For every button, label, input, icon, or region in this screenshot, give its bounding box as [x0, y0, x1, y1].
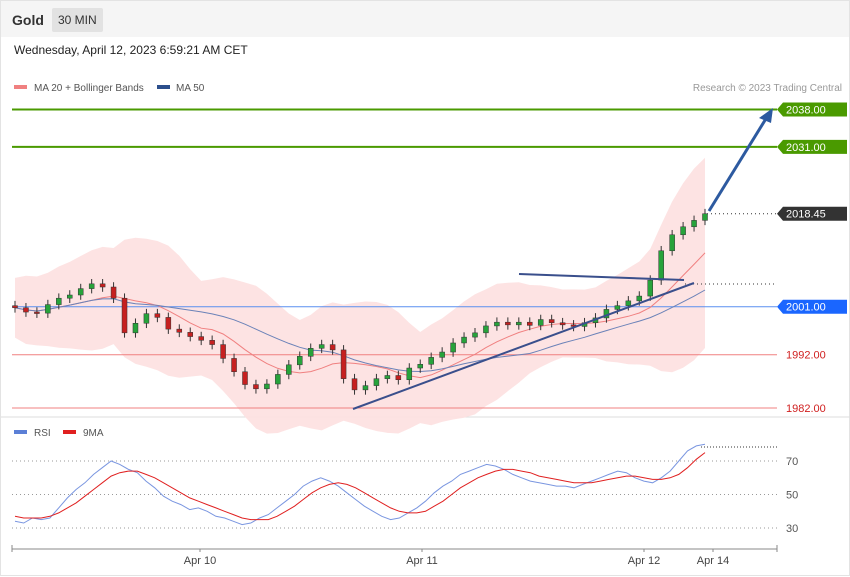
candle — [472, 328, 478, 342]
candle — [110, 282, 117, 303]
ma50-legend-swatch — [157, 85, 170, 89]
candle — [483, 321, 489, 338]
copyright-label: Research © 2023 Trading Central — [693, 83, 842, 94]
support-trendline — [352, 282, 695, 410]
candle — [395, 370, 402, 385]
chart-header: Gold 30 MIN — [1, 1, 849, 37]
x-tick-label: Apr 10 — [184, 555, 216, 567]
candle — [264, 379, 270, 394]
candle — [505, 317, 511, 330]
candle — [45, 299, 51, 318]
rsi-tick-label: 30 — [786, 523, 798, 535]
candle — [209, 335, 215, 350]
level-label-resistance: 2031.00 — [786, 142, 826, 154]
chart-datetime: Wednesday, April 12, 2023 6:59:21 AM CET — [14, 43, 248, 57]
candle — [165, 312, 172, 334]
candle — [154, 308, 161, 323]
x-axis-ticks: Apr 10 Apr 11 Apr 12 Apr 14 — [184, 549, 729, 567]
candle — [559, 317, 566, 330]
rsi-ma-legend-label: 9MA — [83, 428, 104, 439]
candle — [516, 317, 522, 330]
projection-arrow — [707, 116, 769, 212]
x-tick-label: Apr 11 — [406, 555, 438, 567]
candle — [286, 360, 292, 380]
candle — [527, 317, 533, 331]
candle — [176, 324, 183, 338]
level-label-resistance: 2038.00 — [786, 105, 826, 117]
bollinger-band — [15, 157, 705, 434]
candle — [669, 229, 675, 256]
rsi-grid: 30 50 70 — [12, 456, 798, 535]
level-badge-pivot — [777, 299, 847, 314]
candle — [406, 363, 413, 385]
rsi-line — [14, 443, 706, 526]
candle — [384, 370, 391, 384]
candle — [329, 339, 336, 355]
candle — [691, 215, 697, 232]
level-badge-current — [777, 206, 847, 221]
resistance-trendline — [518, 273, 685, 281]
candle — [99, 279, 106, 292]
price-levels: 2038.00 2031.00 2018.45 2001.00 1992.00 1982.… — [12, 102, 847, 415]
ma20-line — [14, 252, 706, 379]
candle — [439, 347, 445, 363]
rsi-tick-label: 50 — [786, 490, 798, 502]
level-label-support: 1982.00 — [786, 403, 826, 415]
candle — [231, 353, 237, 377]
candle — [373, 373, 380, 391]
candle — [253, 379, 259, 394]
candle — [417, 359, 423, 373]
candle — [187, 327, 193, 342]
x-tick-label: Apr 14 — [697, 555, 729, 567]
rsi-ma-legend-swatch — [63, 430, 76, 434]
candle — [537, 314, 544, 331]
x-tick-label: Apr 12 — [628, 555, 660, 567]
candle — [77, 283, 84, 300]
interval-button[interactable]: 30 MIN — [52, 8, 103, 32]
rsi-ma-line — [14, 452, 706, 521]
candle — [220, 339, 226, 364]
rsi-legend-label: RSI — [34, 428, 51, 439]
level-badge-resistance — [777, 139, 847, 154]
candle — [23, 302, 29, 317]
candle — [494, 317, 500, 331]
candle — [351, 373, 358, 395]
candle — [680, 221, 686, 240]
candle — [307, 343, 314, 362]
candle — [362, 380, 369, 395]
candle — [297, 351, 303, 370]
candle — [121, 293, 128, 338]
candle — [450, 338, 456, 357]
candle — [198, 331, 204, 346]
candle — [242, 366, 248, 390]
level-badge-resistance — [777, 102, 847, 117]
candle — [702, 208, 708, 226]
ma20-legend-swatch — [14, 85, 27, 89]
symbol-title: Gold — [12, 12, 44, 28]
candle — [56, 293, 62, 310]
level-label-support: 1992.00 — [786, 350, 826, 362]
rsi-legend-swatch — [14, 430, 27, 434]
candle — [88, 279, 95, 294]
ma50-legend-label: MA 50 — [176, 83, 205, 94]
candle — [340, 345, 347, 384]
candle — [548, 314, 555, 328]
level-label-pivot: 2001.00 — [786, 302, 826, 314]
candle — [67, 290, 73, 303]
rsi-tick-label: 70 — [786, 456, 798, 468]
ma50-line — [14, 289, 706, 373]
candle — [318, 339, 325, 354]
level-label-current: 2018.45 — [786, 209, 826, 221]
candle — [34, 307, 40, 318]
ma20-legend-label: MA 20 + Bollinger Bands — [34, 83, 144, 94]
projection-arrow-head — [759, 108, 773, 123]
candle — [275, 369, 281, 389]
candle — [132, 318, 139, 338]
candle — [143, 308, 150, 329]
candle — [12, 300, 18, 313]
candle — [428, 352, 434, 370]
candle — [461, 332, 467, 348]
